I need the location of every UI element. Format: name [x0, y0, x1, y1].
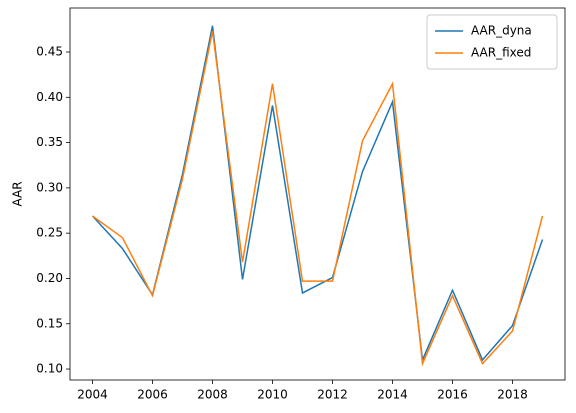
y-tick-label: 0.20: [36, 271, 63, 285]
y-tick-label: 0.30: [36, 180, 63, 194]
x-tick-label: 2014: [377, 388, 408, 402]
x-tick-label: 2016: [437, 388, 468, 402]
x-tick-label: 2006: [137, 388, 168, 402]
x-tick-label: 2018: [497, 388, 528, 402]
legend-box: [426, 14, 558, 70]
y-tick-label: 0.25: [36, 226, 63, 240]
series-line: [91, 25, 544, 363]
legend-label: AAR_dyna: [471, 24, 532, 38]
y-tick-label: 0.10: [36, 362, 63, 376]
x-tick-label: 2008: [197, 388, 228, 402]
series-line: [92, 31, 544, 367]
y-tick-label: 0.40: [36, 90, 63, 104]
plot-frame: [69, 7, 566, 381]
x-tick-label: 2012: [317, 388, 348, 402]
y-tick-label: 0.35: [36, 135, 63, 149]
y-axis-label: AAR: [11, 181, 25, 206]
x-tick-label: 2004: [77, 388, 108, 402]
y-tick-label: 0.15: [36, 316, 63, 330]
y-tick-label: 0.45: [36, 45, 63, 59]
legend-label: AAR_fixed: [471, 46, 531, 60]
x-tick-label: 2010: [257, 388, 288, 402]
